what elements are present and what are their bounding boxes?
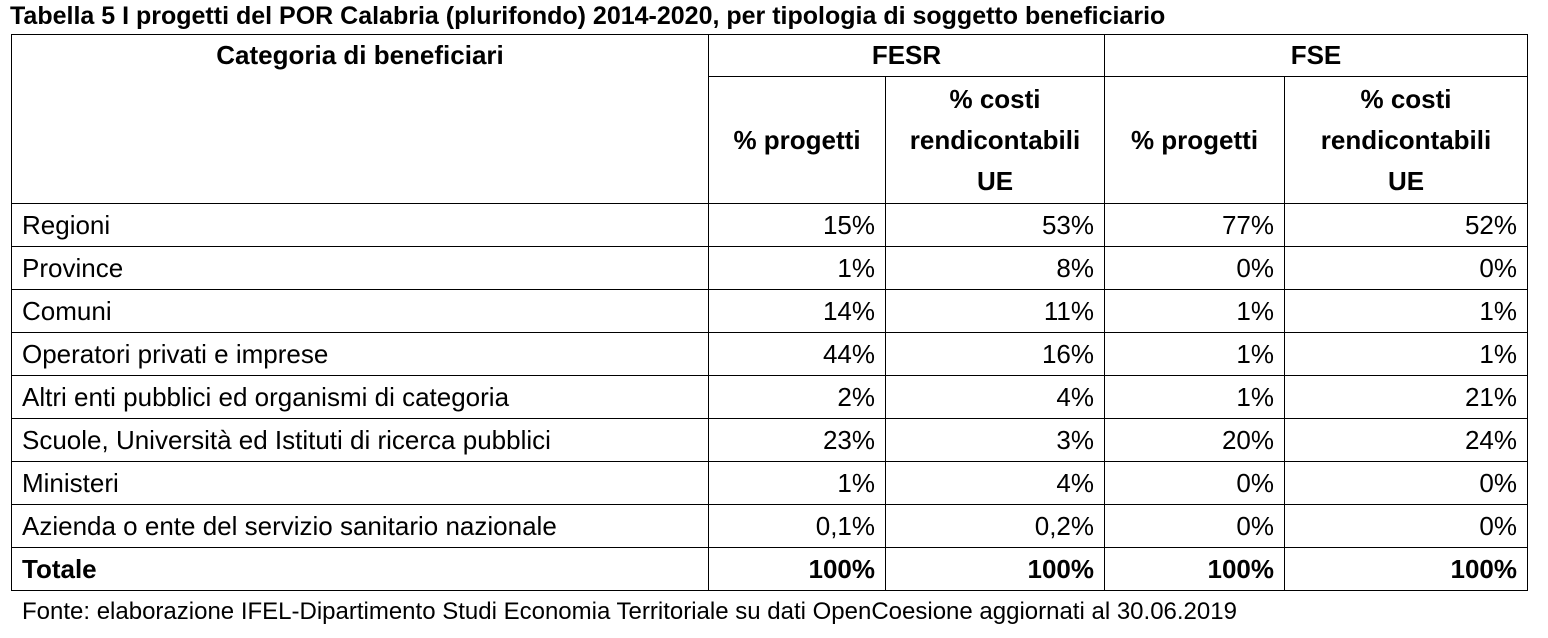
row-label: Ministeri: [11, 461, 709, 505]
cell-fesr-costi: 4%: [885, 375, 1105, 419]
cell-fse-progetti: 0%: [1104, 461, 1285, 505]
table-row: Comuni 14% 11% 1% 1%: [11, 289, 1528, 333]
total-fesr-progetti: 100%: [708, 547, 886, 591]
cell-fse-progetti: 1%: [1104, 289, 1285, 333]
cell-fesr-costi: 0,2%: [885, 504, 1105, 548]
cell-fse-progetti: 1%: [1104, 375, 1285, 419]
cell-fse-costi: 1%: [1284, 332, 1528, 376]
cell-fse-progetti: 0%: [1104, 246, 1285, 290]
group-header-fse: FSE: [1104, 34, 1528, 77]
table-sub-header-row: % progetti % costi rendicontabili UE % p…: [12, 76, 1528, 204]
cell-fesr-costi: 53%: [885, 203, 1105, 247]
cell-fesr-progetti: 15%: [708, 203, 886, 247]
fesr-costi-header: % costi rendicontabili UE: [885, 76, 1105, 204]
source-note: Fonte: elaborazione IFEL-Dipartimento St…: [22, 598, 1237, 625]
cell-fse-costi: 0%: [1284, 504, 1528, 548]
table-total-row: Totale 100% 100% 100% 100%: [11, 547, 1528, 591]
cell-fesr-costi: 16%: [885, 332, 1105, 376]
cell-fesr-progetti: 2%: [708, 375, 886, 419]
cell-fesr-progetti: 0,1%: [708, 504, 886, 548]
fse-progetti-header: % progetti: [1104, 76, 1285, 204]
table-title: Tabella 5 I progetti del POR Calabria (p…: [10, 2, 1166, 30]
cell-fse-costi: 21%: [1284, 375, 1528, 419]
beneficiari-table: Categoria di beneficiari FESR FSE % prog…: [11, 34, 1528, 591]
table-row: Province 1% 8% 0% 0%: [11, 246, 1528, 290]
cell-fse-costi: 0%: [1284, 246, 1528, 290]
total-fesr-costi: 100%: [885, 547, 1105, 591]
cell-fesr-progetti: 1%: [708, 461, 886, 505]
row-label: Scuole, Università ed Istituti di ricerc…: [11, 418, 709, 462]
cell-fesr-costi: 11%: [885, 289, 1105, 333]
row-label: Regioni: [11, 203, 709, 247]
table-row: Ministeri 1% 4% 0% 0%: [11, 461, 1528, 505]
cell-fesr-costi: 4%: [885, 461, 1105, 505]
cell-fse-progetti: 77%: [1104, 203, 1285, 247]
cell-fse-costi: 52%: [1284, 203, 1528, 247]
cell-fesr-costi: 3%: [885, 418, 1105, 462]
cell-fse-costi: 1%: [1284, 289, 1528, 333]
row-label: Altri enti pubblici ed organismi di cate…: [11, 375, 709, 419]
table-row: Altri enti pubblici ed organismi di cate…: [11, 375, 1528, 419]
total-label: Totale: [11, 547, 709, 591]
row-label: Province: [11, 246, 709, 290]
cell-fse-progetti: 0%: [1104, 504, 1285, 548]
row-label: Azienda o ente del servizio sanitario na…: [11, 504, 709, 548]
cell-fesr-progetti: 23%: [708, 418, 886, 462]
table-row: Scuole, Università ed Istituti di ricerc…: [11, 418, 1528, 462]
cell-fse-progetti: 1%: [1104, 332, 1285, 376]
table-row: Regioni 15% 53% 77% 52%: [11, 203, 1528, 247]
cell-fesr-progetti: 1%: [708, 246, 886, 290]
cell-fesr-progetti: 14%: [708, 289, 886, 333]
cell-fesr-costi: 8%: [885, 246, 1105, 290]
table-row: Operatori privati e imprese 44% 16% 1% 1…: [11, 332, 1528, 376]
table-group-header-row: Categoria di beneficiari FESR FSE: [11, 34, 1528, 204]
fesr-progetti-header: % progetti: [708, 76, 886, 204]
cell-fse-progetti: 20%: [1104, 418, 1285, 462]
row-label: Operatori privati e imprese: [11, 332, 709, 376]
cell-fse-costi: 24%: [1284, 418, 1528, 462]
total-fse-costi: 100%: [1284, 547, 1528, 591]
total-fse-progetti: 100%: [1104, 547, 1285, 591]
group-header-fesr: FESR: [708, 34, 1105, 77]
fse-costi-header: % costi rendicontabili UE: [1284, 76, 1528, 204]
cell-fesr-progetti: 44%: [708, 332, 886, 376]
table-row: Azienda o ente del servizio sanitario na…: [11, 504, 1528, 548]
cell-fse-costi: 0%: [1284, 461, 1528, 505]
category-header: Categoria di beneficiari: [11, 34, 709, 204]
row-label: Comuni: [11, 289, 709, 333]
